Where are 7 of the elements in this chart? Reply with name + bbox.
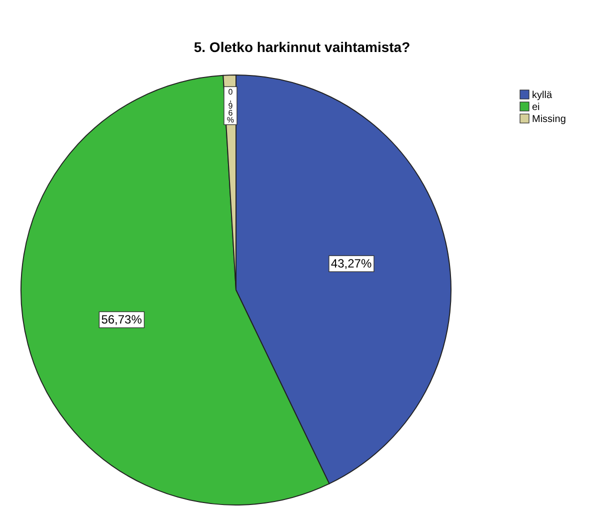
legend-label: Missing xyxy=(532,114,566,125)
data-label: 43,27% xyxy=(330,256,372,271)
data-label: 0,96% xyxy=(226,88,235,124)
legend-label: kyllä xyxy=(532,90,552,101)
chart-title: 5. Oletko harkinnut vaihtamista? xyxy=(194,39,410,55)
legend-label: ei xyxy=(532,102,540,113)
data-label: 56,73% xyxy=(101,312,142,327)
